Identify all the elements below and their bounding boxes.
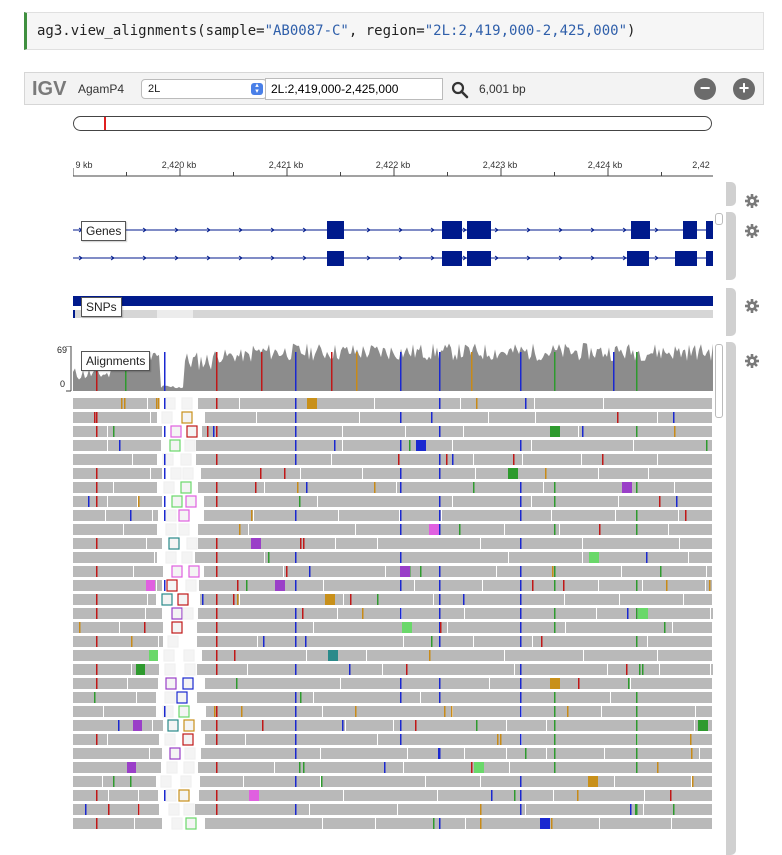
search-icon[interactable] xyxy=(451,81,469,99)
chromosome-ideogram[interactable] xyxy=(73,116,712,131)
genes-scroll-thumb[interactable] xyxy=(715,213,723,225)
gear-icon[interactable] xyxy=(744,298,760,314)
code-region-arg: "2L:2,419,000-2,425,000" xyxy=(424,23,628,39)
select-arrows-icon: ▴ ▾ xyxy=(251,82,263,95)
ruler-track-gutter xyxy=(726,182,736,206)
alignments-track-gutter xyxy=(726,342,736,855)
ruler-tick-label: 2,423 kb xyxy=(482,160,518,170)
ruler-track: 9 kb 2,420 kb 2,421 kb 2,422 kb 2,423 kb… xyxy=(73,150,713,180)
ruler-ticks xyxy=(73,168,713,177)
zoom-in-button[interactable]: + xyxy=(733,78,755,100)
alignments-scroll-thumb[interactable] xyxy=(715,344,723,418)
snps-track-label: SNPs xyxy=(81,297,122,317)
code-close-paren: ) xyxy=(627,23,636,39)
chromosome-select[interactable]: 2L ▴ ▾ xyxy=(141,79,267,99)
ruler-tick-label: 2,42 xyxy=(692,160,710,170)
ruler-tick-label: 2,420 kb xyxy=(161,160,197,170)
snp-track[interactable] xyxy=(73,296,713,322)
coverage-min-label: 0 xyxy=(60,379,66,389)
zoom-out-button[interactable]: − xyxy=(694,78,716,100)
genes-track-gutter xyxy=(726,212,736,280)
ruler-tick-label: 9 kb xyxy=(75,160,93,170)
gear-icon[interactable] xyxy=(744,193,760,209)
ideogram-position-marker xyxy=(104,117,106,130)
igv-logo: IGV xyxy=(32,78,67,100)
chromosome-value: 2L xyxy=(148,83,161,95)
genome-label: AgamP4 xyxy=(78,82,125,96)
ruler-tick-label: 2,421 kb xyxy=(268,160,304,170)
alignment-track[interactable] xyxy=(73,342,713,855)
gear-icon[interactable] xyxy=(744,353,760,369)
ruler-tick-label: 2,422 kb xyxy=(375,160,411,170)
code-sample-arg: "AB0087-C" xyxy=(264,23,349,39)
igv-navbar: IGV AgamP4 2L ▴▾ 6,001 bp − + xyxy=(24,72,764,105)
code-line: ag3.view_alignments(sample="AB0087-C", r… xyxy=(37,23,635,39)
genes-track-label: Genes xyxy=(81,221,127,241)
ruler-tick-label: 2,424 kb xyxy=(587,160,623,170)
code-region-key: , region= xyxy=(348,23,425,39)
coverage-axis xyxy=(66,346,72,392)
bp-width-label: 6,001 bp xyxy=(479,82,526,96)
code-function: ag3.view_alignments(sample= xyxy=(37,23,265,39)
gene-track[interactable] xyxy=(73,214,713,272)
snps-track-gutter xyxy=(726,288,736,336)
coverage-max-label: 69 xyxy=(57,345,68,355)
locus-input[interactable] xyxy=(265,78,443,100)
gear-icon[interactable] xyxy=(744,223,760,239)
code-cell[interactable]: ag3.view_alignments(sample="AB0087-C", r… xyxy=(24,12,764,50)
alignments-track-label: Alignments xyxy=(81,351,151,371)
